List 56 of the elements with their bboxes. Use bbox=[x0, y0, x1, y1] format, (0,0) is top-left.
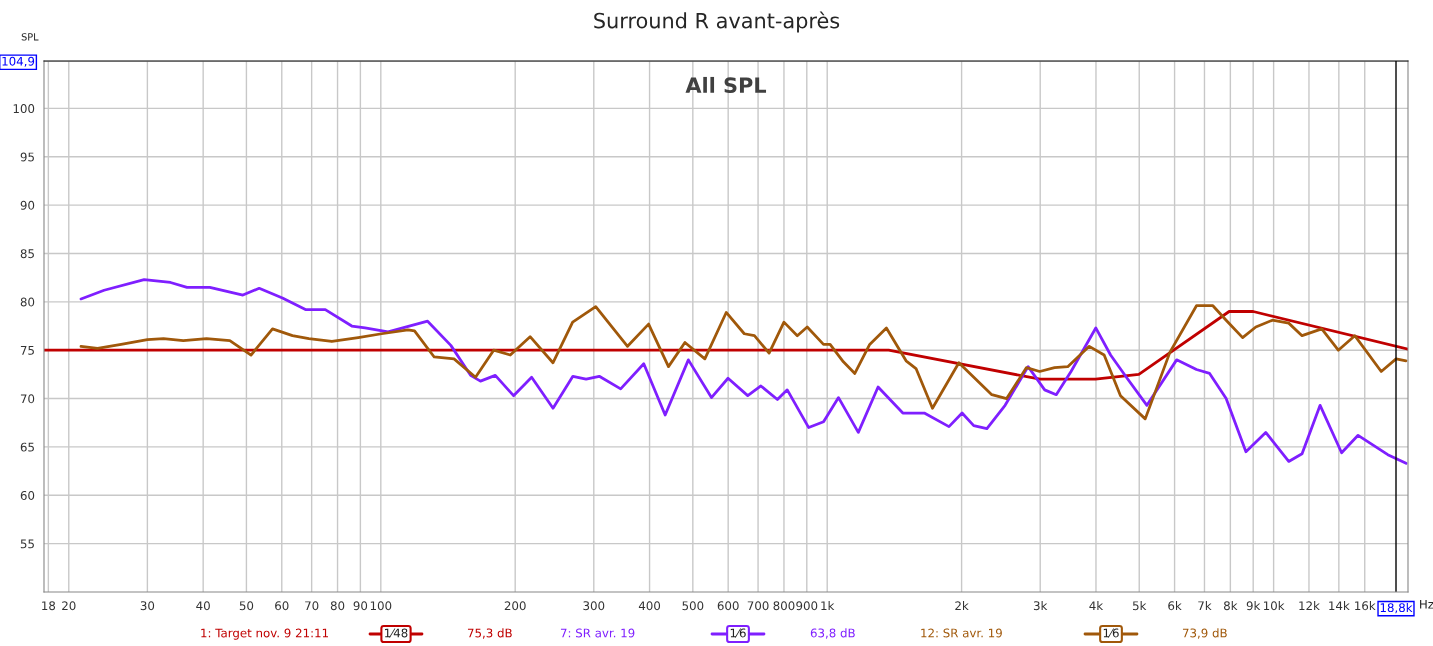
x-tick-label: 500 bbox=[682, 601, 704, 611]
x-tick-label: 3k bbox=[1033, 601, 1048, 611]
text: All SPL bbox=[685, 76, 767, 94]
x-tick-label: 16k bbox=[1355, 601, 1376, 611]
x-tick-label: 200 bbox=[504, 601, 526, 611]
x-tick-label: 40 bbox=[196, 601, 210, 611]
x-tick-label: 700 bbox=[747, 601, 769, 611]
text: 1: Target nov. 9 21:11 bbox=[201, 628, 328, 640]
y-tick-label: 85 bbox=[20, 249, 34, 259]
chart-title: Surround R avant-après bbox=[594, 11, 840, 33]
x-tick-label: 12k bbox=[1299, 601, 1320, 610]
y-tick-label: 65 bbox=[20, 442, 34, 452]
x-tick-label: 9k bbox=[1246, 601, 1261, 611]
x-tick-label: 900 bbox=[796, 601, 818, 611]
x-tick-label: 100 bbox=[370, 601, 392, 611]
y-tick-label: 104,9 bbox=[2, 56, 35, 67]
x-tick-label: 5k bbox=[1132, 601, 1147, 611]
text: 12: SR avr. 19 bbox=[921, 628, 1002, 638]
x-tick-label: 400 bbox=[638, 601, 661, 611]
x-tick-label: 1k bbox=[821, 601, 835, 610]
x-tick-label: 2k bbox=[955, 601, 969, 610]
x-tick-label: 800 bbox=[773, 601, 795, 611]
x-tick-label: 600 bbox=[717, 601, 739, 611]
x-tick-label: 7k bbox=[1198, 601, 1212, 610]
text: 1⁄48 bbox=[385, 628, 408, 638]
x-tick-label: 18 bbox=[42, 601, 56, 611]
x-tick-label: 8k bbox=[1223, 601, 1238, 611]
text: 1⁄6 bbox=[1103, 628, 1119, 638]
x-tick-label: 10k bbox=[1263, 601, 1285, 611]
y-tick-label: 95 bbox=[20, 152, 34, 162]
text: 75,3 dB bbox=[467, 628, 512, 639]
y-axis-title: SPL bbox=[21, 33, 39, 41]
x-tick-label: 20 bbox=[62, 601, 76, 611]
x-tick-label: 6k bbox=[1168, 601, 1182, 611]
x-tick-label: 60 bbox=[275, 601, 289, 611]
x-tick-label: 14k bbox=[1329, 601, 1350, 610]
y-tick-label: 55 bbox=[20, 539, 34, 549]
y-tick-label: 80 bbox=[20, 297, 35, 307]
text: 73,9 dB bbox=[1182, 628, 1227, 639]
y-tick-label: 75 bbox=[20, 346, 34, 355]
x-tick-label: 30 bbox=[140, 601, 155, 611]
y-tick-label: 100 bbox=[13, 104, 35, 114]
y-tick-label: 60 bbox=[20, 491, 35, 500]
y-tick-label: 90 bbox=[20, 200, 35, 210]
y-tick-label: 70 bbox=[20, 394, 35, 404]
x-tick-label: 4k bbox=[1089, 601, 1104, 610]
x-tick-label: 90 bbox=[353, 601, 368, 611]
x-tick-label: 300 bbox=[583, 601, 605, 611]
x-tick-label: 80 bbox=[330, 601, 345, 611]
text: 7: SR avr. 19 bbox=[560, 628, 635, 638]
x-tick-label: 50 bbox=[239, 601, 254, 611]
text: 1⁄6 bbox=[730, 628, 746, 638]
text: 63,8 dB bbox=[810, 628, 855, 639]
x-tick-label: 70 bbox=[305, 601, 319, 611]
x-axis-title: Hz bbox=[1420, 599, 1433, 609]
ref-line-label: 18,8k bbox=[1380, 602, 1413, 614]
